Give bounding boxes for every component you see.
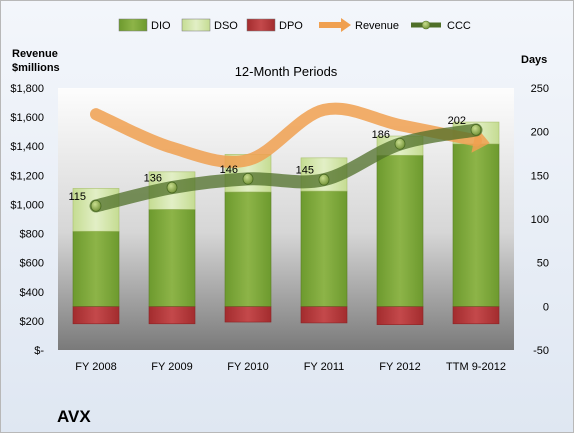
left-axis: $- $200 $400 $600 $800 $1,000 $1,200 $1,400 $1,6… <box>10 83 44 357</box>
bar-dio <box>224 191 272 307</box>
bar-dio <box>376 154 424 307</box>
left-tick-label: $1,800 <box>10 83 44 95</box>
legend: DIO DSO DPO Revenue CCC <box>118 18 471 32</box>
ccc-marker <box>470 124 482 136</box>
bar-dpo <box>452 306 500 325</box>
legend-label-dpo: DPO <box>279 20 303 32</box>
ccc-marker <box>166 181 178 194</box>
bar-dio <box>148 209 196 307</box>
legend-item-dpo: DPO <box>246 18 303 32</box>
right-tick-label: -50 <box>533 345 549 357</box>
right-axis: -50 0 50 100 150 200 250 <box>531 83 549 357</box>
bar-dpo <box>72 306 120 325</box>
left-tick-label: $400 <box>20 287 44 299</box>
ccc-data-label: 146 <box>220 164 238 176</box>
legend-label-ccc: CCC <box>447 20 471 32</box>
right-tick-label: 100 <box>531 214 549 226</box>
right-tick-label: 50 <box>537 258 549 270</box>
legend-item-dso: DSO <box>181 18 238 32</box>
ccc-line <box>89 123 483 213</box>
ccc-marker <box>242 172 254 185</box>
right-tick-label: 0 <box>543 301 549 313</box>
ccc-data-label: 136 <box>144 173 162 185</box>
category-label: TTM 9-2012 <box>446 361 506 373</box>
bar-dpo <box>300 306 348 324</box>
legend-swatch-ccc-marker <box>421 20 431 30</box>
legend-swatch-dpo <box>246 18 276 32</box>
legend-label-dio: DIO <box>151 20 171 32</box>
category-label: FY 2011 <box>304 361 345 373</box>
ccc-data-label: 145 <box>296 165 314 177</box>
category-label: FY 2012 <box>379 361 420 373</box>
legend-swatch-dso <box>181 18 211 32</box>
left-tick-label: $600 <box>20 258 44 270</box>
category-label: FY 2008 <box>75 361 116 373</box>
ccc-marker <box>318 173 330 186</box>
ccc-data-label: 115 <box>68 191 86 203</box>
bar-dpo <box>148 306 196 325</box>
right-axis-title: Days <box>521 54 547 66</box>
legend-item-ccc: CCC <box>411 20 471 32</box>
left-tick-label: $200 <box>20 316 44 328</box>
left-axis-title-line2: $millions <box>12 62 60 74</box>
left-tick-label: $1,000 <box>10 199 44 211</box>
left-axis-title-line1: Revenue <box>12 48 58 60</box>
legend-label-dso: DSO <box>214 20 238 32</box>
bar-dio <box>300 190 348 307</box>
revenue-line <box>90 102 482 168</box>
category-label: FY 2010 <box>227 361 268 373</box>
left-tick-label: $1,600 <box>10 112 44 124</box>
right-tick-label: 150 <box>531 170 549 182</box>
ccc-marker <box>90 199 102 212</box>
left-tick-label: $1,400 <box>10 141 44 153</box>
bar-dpo <box>224 306 272 323</box>
ccc-marker <box>394 137 406 150</box>
right-tick-label: 250 <box>531 83 549 95</box>
legend-swatch-dio <box>118 18 148 32</box>
left-tick-label: $- <box>34 345 44 357</box>
left-tick-label: $1,200 <box>10 170 44 182</box>
legend-label-revenue: Revenue <box>355 20 399 32</box>
legend-item-dio: DIO <box>118 18 171 32</box>
ccc-data-label: 202 <box>448 115 466 127</box>
bar-dpo <box>376 306 424 325</box>
right-tick-label: 200 <box>531 127 549 139</box>
bar-dio <box>452 143 500 307</box>
bar-dio <box>72 230 120 307</box>
company-name: AVX <box>57 407 91 426</box>
legend-item-revenue: Revenue <box>319 18 399 32</box>
chart-title: 12-Month Periods <box>235 64 338 79</box>
left-tick-label: $800 <box>20 229 44 241</box>
x-axis: FY 2008 FY 2009 FY 2010 FY 2011 FY 2012 TTM 9… <box>75 361 506 373</box>
ccc-series: 115 136 146 145 186 202 <box>68 115 483 213</box>
ccc-data-label: 186 <box>372 129 390 141</box>
category-label: FY 2009 <box>151 361 192 373</box>
legend-swatch-revenue-arrow <box>341 18 351 32</box>
